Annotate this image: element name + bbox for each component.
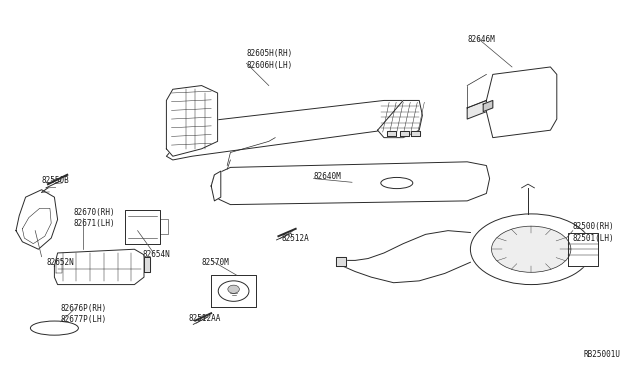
Circle shape — [470, 214, 592, 285]
Text: 82570M: 82570M — [202, 258, 229, 267]
Polygon shape — [483, 100, 493, 112]
Ellipse shape — [31, 321, 79, 335]
Polygon shape — [16, 190, 58, 249]
Ellipse shape — [228, 285, 239, 293]
Polygon shape — [568, 232, 598, 266]
Text: 82670(RH)
82671(LH): 82670(RH) 82671(LH) — [74, 208, 115, 228]
Text: 82500(RH)
82501(LH): 82500(RH) 82501(LH) — [573, 222, 614, 243]
Text: 82512A: 82512A — [282, 234, 309, 243]
Polygon shape — [125, 210, 160, 244]
Text: 82605H(RH)
82606H(LH): 82605H(RH) 82606H(LH) — [246, 49, 292, 70]
Ellipse shape — [218, 281, 249, 301]
Text: 82654N: 82654N — [143, 250, 171, 259]
Polygon shape — [400, 131, 409, 136]
Polygon shape — [211, 162, 490, 205]
Polygon shape — [166, 86, 218, 156]
Polygon shape — [211, 275, 256, 307]
Polygon shape — [54, 249, 144, 285]
Ellipse shape — [381, 177, 413, 189]
Polygon shape — [467, 100, 486, 119]
Circle shape — [492, 226, 571, 272]
Text: 82676P(RH)
82677P(LH): 82676P(RH) 82677P(LH) — [61, 304, 107, 324]
Polygon shape — [336, 257, 346, 266]
Text: RB25001U: RB25001U — [584, 350, 621, 359]
Polygon shape — [211, 171, 221, 201]
Polygon shape — [166, 100, 416, 160]
Text: 82640M: 82640M — [314, 172, 341, 181]
Text: 82550B: 82550B — [42, 176, 69, 185]
Polygon shape — [411, 131, 420, 136]
Text: 82652N: 82652N — [47, 258, 75, 267]
Polygon shape — [387, 131, 396, 136]
Text: 82646M: 82646M — [467, 35, 495, 44]
Polygon shape — [144, 257, 150, 272]
Polygon shape — [486, 67, 557, 138]
Text: 82512AA: 82512AA — [189, 314, 221, 323]
Polygon shape — [378, 100, 422, 138]
